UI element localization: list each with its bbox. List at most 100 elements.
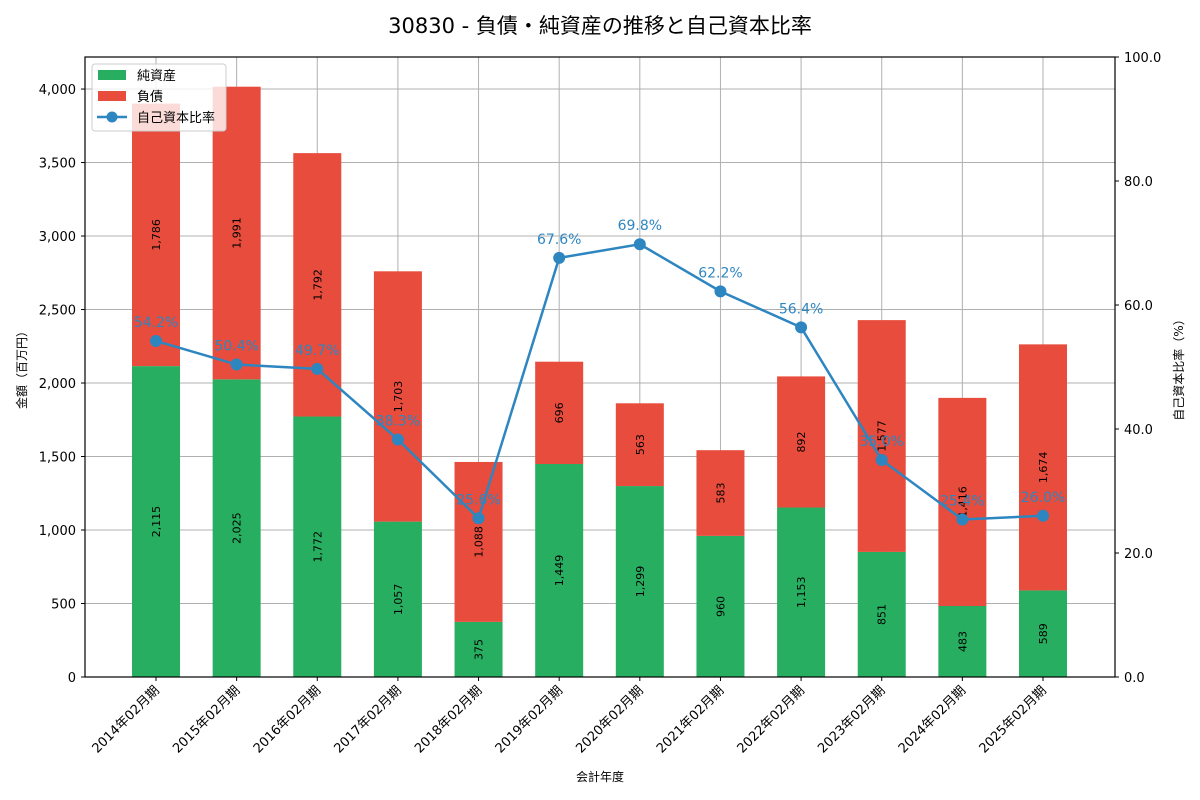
bar-net-assets [293, 416, 342, 677]
bar-net-assets [938, 606, 987, 677]
ratio-marker [875, 454, 888, 466]
x-tick-label: 2018年02月期 [412, 683, 485, 756]
bar-liabilities [938, 397, 987, 607]
ratio-marker [230, 358, 243, 371]
bar-net-assets [454, 621, 503, 677]
bar-net-assets [1019, 590, 1067, 677]
y-tick-label: 1,500 [39, 451, 76, 466]
bar-label-liabilities: 1,577 [876, 420, 889, 452]
ratio-label: 49.7% [295, 343, 339, 359]
bar-label-liabilities: 1,088 [473, 526, 486, 558]
bar-liabilities [454, 461, 503, 622]
bar-label-net-assets: 1,772 [311, 531, 324, 563]
bar-liabilities [212, 86, 261, 380]
ratio-marker [633, 238, 646, 251]
legend-label: 負債 [137, 90, 163, 105]
bar-label-liabilities: 1,792 [311, 269, 324, 301]
ratio-label: 54.2% [134, 315, 178, 331]
bar-liabilities [615, 403, 664, 487]
y-tick-label: 4,000 [39, 83, 76, 98]
ratio-label: 56.4% [779, 301, 823, 317]
bar-net-assets [212, 379, 261, 677]
bar-label-net-assets: 851 [876, 604, 889, 625]
bar-label-liabilities: 696 [553, 402, 566, 423]
y2-tick-label: 20.0 [1124, 547, 1153, 562]
ratio-label: 62.2% [698, 265, 742, 281]
ratio-marker [795, 321, 808, 334]
y2-tick-label: 0.0 [1124, 671, 1145, 686]
y-tick-label: 3,000 [39, 230, 76, 245]
axes: 0 500 1,000 1,500 2,000 2,500 3,000 3,500 4,000 0… [14, 51, 1186, 784]
x-tick-label: 2016年02月期 [251, 683, 324, 756]
x-tick-label: 2022年02月期 [735, 683, 808, 756]
x-tick-label: 2023年02月期 [815, 683, 888, 756]
bar-liabilities [777, 376, 826, 508]
y-tick-label: 2,000 [39, 377, 76, 392]
legend-label: 純資産 [137, 68, 176, 84]
x-tick-label: 2017年02月期 [331, 683, 404, 756]
ratio-marker [391, 433, 404, 446]
bar-label-net-assets: 375 [473, 639, 486, 660]
bar-series [132, 86, 1067, 677]
bar-label-liabilities: 1,991 [231, 217, 244, 249]
bar-net-assets [615, 486, 664, 677]
ratio-marker [472, 512, 485, 525]
bar-label-liabilities: 892 [795, 431, 808, 452]
bar-value-labels: 2,115 1,786 2,025 1,991 1,772 1,792 1,057 1,703… [150, 217, 1050, 660]
ratio-marker [150, 334, 162, 347]
x-tick-label: 2014年02月期 [90, 683, 163, 756]
y2-tick-label: 40.0 [1124, 423, 1153, 438]
y-tick-label: 2,500 [39, 304, 76, 319]
ratio-label: 67.6% [537, 232, 581, 248]
bar-net-assets [857, 551, 906, 677]
chart-title: 30830 - 負債・純資産の推移と自己資本比率 [388, 14, 812, 38]
x-tick-label: 2025年02月期 [977, 683, 1050, 756]
bar-label-net-assets: 1,057 [392, 584, 405, 616]
ratio-marker [553, 251, 566, 264]
legend-swatch [98, 91, 126, 101]
ratio-label: 25.4% [940, 494, 984, 510]
y-tick-label: 3,500 [39, 157, 76, 172]
bar-liabilities [535, 361, 584, 465]
bar-label-net-assets: 2,025 [231, 512, 244, 544]
ratio-label: 25.6% [456, 492, 500, 508]
bar-net-assets [777, 507, 826, 677]
ratio-label: 50.4% [214, 339, 258, 355]
bar-label-liabilities: 563 [634, 434, 647, 455]
bar-liabilities [373, 271, 422, 522]
y-tick-label: 1,000 [39, 524, 76, 539]
ratio-label: 26.0% [1021, 490, 1065, 506]
bar-label-liabilities: 1,703 [392, 381, 405, 413]
x-tick-label: 2015年02月期 [170, 683, 243, 756]
plot-frame [84, 56, 1116, 678]
bar-liabilities [696, 450, 745, 536]
y-tick-label: 500 [51, 598, 76, 613]
ratio-marker [1037, 509, 1049, 522]
y-axis-label: 金額（百万円） [14, 325, 29, 409]
ratio-label: 38.3% [376, 414, 420, 430]
legend-label: 自己資本比率 [137, 110, 215, 126]
y2-tick-label: 60.0 [1124, 299, 1153, 314]
y2-tick-label: 100.0 [1124, 51, 1161, 66]
bar-label-net-assets: 1,299 [634, 566, 647, 598]
y2-axis-label: 自己資本比率（%） [1171, 313, 1186, 420]
x-tick-label: 2024年02月期 [896, 683, 969, 756]
ratio-label: 69.8% [618, 218, 662, 234]
x-tick-label: 2019年02月期 [493, 683, 566, 756]
bar-label-liabilities: 583 [714, 483, 727, 504]
bar-label-net-assets: 2,115 [150, 506, 163, 538]
ratio-line-series: 54.2% 50.4% 49.7% 38.3% 25.6% 67.6% 69.8% 62.2%… [134, 218, 1065, 526]
bar-label-liabilities: 1,786 [150, 219, 163, 251]
y2-tick-label: 80.0 [1124, 175, 1153, 190]
x-axis-label: 会計年度 [576, 769, 624, 784]
bar-label-net-assets: 960 [714, 596, 727, 617]
bar-liabilities [132, 103, 180, 367]
ratio-label: 35.0% [859, 434, 903, 450]
bar-net-assets [132, 366, 180, 677]
ratio-marker [311, 362, 324, 375]
legend-box [91, 63, 227, 132]
ratio-line [155, 242, 1044, 521]
y-tick-label: 0 [68, 671, 76, 686]
